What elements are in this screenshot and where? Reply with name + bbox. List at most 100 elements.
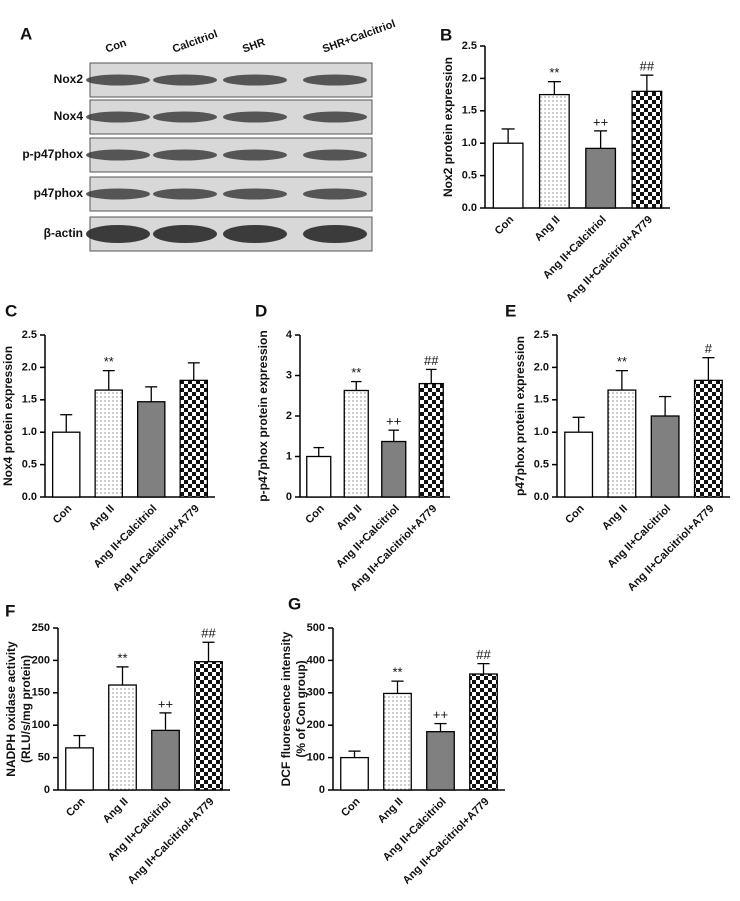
significance: ## [640, 59, 655, 74]
bar [585, 147, 617, 209]
y-tick-label: 500 [307, 622, 325, 634]
bar [383, 692, 412, 791]
row-label: p47phox [34, 186, 84, 200]
band [86, 149, 150, 161]
y-tick-label: 2.5 [462, 40, 477, 52]
x-tick-label: Con [339, 795, 363, 819]
band [223, 188, 287, 200]
significance: ++ [433, 707, 448, 722]
bar [538, 93, 570, 209]
significance: ** [104, 354, 114, 369]
row-label: Nox2 [54, 72, 84, 86]
bar [179, 379, 208, 498]
bar [94, 389, 124, 498]
y-axis-label: p47phox protein expression [513, 336, 527, 496]
band [303, 188, 367, 200]
y-tick-label: 1.0 [534, 426, 549, 438]
panel-label: E [505, 301, 516, 320]
y-tick-label: 0.5 [22, 459, 37, 471]
panel-label: F [5, 601, 15, 620]
bar [469, 673, 498, 791]
band [303, 111, 367, 123]
band [303, 149, 367, 161]
row-label: Nox4 [54, 109, 84, 123]
y-tick-label: 1.0 [462, 137, 477, 149]
band [86, 188, 150, 200]
bar [381, 440, 407, 498]
panel-label: C [5, 301, 17, 320]
x-tick-label: Con [563, 502, 587, 526]
x-tick-label: Ang II [334, 503, 364, 533]
lane-label: SHR [241, 36, 267, 55]
y-tick-label: 4 [286, 329, 293, 341]
y-axis-label: NADPH oxidase activity [4, 641, 18, 777]
y-tick-label: 0 [44, 784, 50, 796]
bar [492, 142, 524, 209]
significance: ++ [593, 114, 608, 129]
y-tick-label: 100 [307, 752, 325, 764]
band [153, 225, 217, 243]
band [86, 74, 150, 86]
x-tick-label: Con [51, 502, 75, 526]
band [86, 225, 150, 243]
bar [631, 90, 663, 209]
band [86, 111, 150, 123]
bar [343, 389, 369, 498]
y-axis-label: (% of Con group) [294, 660, 308, 757]
band [223, 149, 287, 161]
y-tick-label: 0.5 [462, 170, 477, 182]
bar [194, 661, 223, 791]
y-axis-label: p-p47phox protein expression [256, 330, 270, 501]
y-tick-label: 250 [32, 622, 50, 634]
bar [564, 431, 594, 498]
significance: ** [351, 365, 361, 380]
bar [607, 389, 637, 498]
panel-label: G [288, 594, 301, 613]
significance: ** [117, 650, 127, 665]
x-tick-label: Ang II [376, 796, 406, 826]
y-tick-label: 0.0 [534, 491, 549, 503]
y-tick-label: 0 [286, 491, 292, 503]
band [153, 188, 217, 200]
x-tick-label: Ang II+Calcitriol+A779 [564, 214, 655, 305]
significance: ## [424, 353, 439, 368]
significance: ++ [386, 414, 401, 429]
x-tick-label: Con [303, 502, 327, 526]
row-label: p-p47phox [22, 147, 83, 161]
bar [136, 401, 166, 498]
panel-label: B [440, 25, 452, 44]
lane-label: Con [104, 37, 128, 56]
band [303, 74, 367, 86]
y-axis-label: Nox4 protein expression [1, 346, 15, 486]
y-tick-label: 2.0 [534, 361, 549, 373]
x-tick-label: Ang II+Calcitriol+A779 [126, 796, 217, 887]
bar [650, 415, 680, 498]
significance: # [705, 341, 713, 356]
band [223, 225, 287, 243]
x-tick-label: Ang II [600, 503, 630, 533]
x-tick-label: Con [64, 795, 88, 819]
bar [52, 431, 81, 498]
y-axis-label: Nox2 protein expression [441, 57, 455, 197]
y-tick-label: 0.0 [462, 202, 477, 214]
y-tick-label: 150 [32, 687, 50, 699]
band [223, 74, 287, 86]
y-tick-label: 0 [319, 784, 325, 796]
significance: ** [617, 354, 627, 369]
y-tick-label: 2 [286, 410, 292, 422]
lane-label: Calcitriol [171, 28, 219, 55]
y-tick-label: 1.5 [534, 394, 549, 406]
significance: ** [549, 65, 559, 80]
y-tick-label: 2.5 [22, 329, 37, 341]
y-tick-label: 3 [286, 369, 292, 381]
y-tick-label: 1.0 [22, 426, 37, 438]
row-label: β-actin [44, 226, 83, 240]
lane-label: SHR+Calcitriol [321, 18, 397, 56]
y-tick-label: 50 [38, 752, 50, 764]
x-tick-label: Ang II+Calcitriol+A779 [401, 796, 492, 887]
y-tick-label: 300 [307, 687, 325, 699]
bar [693, 379, 723, 498]
y-tick-label: 2.0 [462, 72, 477, 84]
band [153, 111, 217, 123]
bar [151, 729, 180, 791]
